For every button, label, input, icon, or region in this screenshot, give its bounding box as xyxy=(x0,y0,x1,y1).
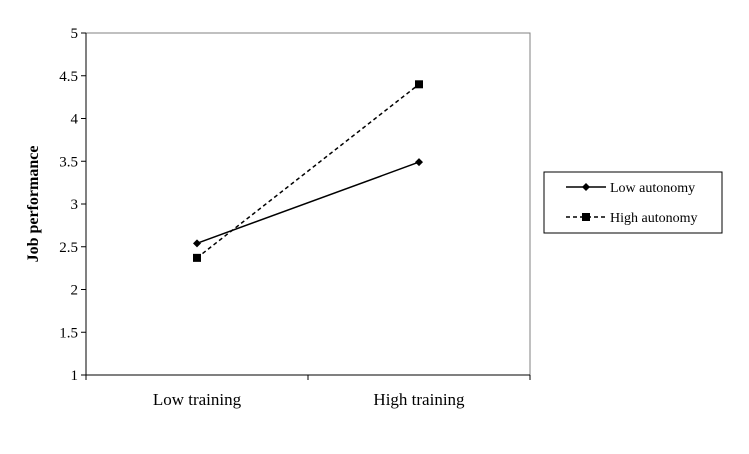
y-axis-label: Job performance xyxy=(25,146,42,263)
series-line xyxy=(196,83,420,259)
square-marker xyxy=(193,253,201,262)
y-tick-label: 1 xyxy=(71,368,79,384)
y-tick-label: 3 xyxy=(71,197,79,213)
diamond-marker xyxy=(193,239,201,248)
y-tick-label: 3.5 xyxy=(59,154,78,170)
legend-label: High autonomy xyxy=(610,211,698,226)
y-tick-label: 5 xyxy=(71,26,79,42)
diamond-marker xyxy=(415,158,423,167)
x-category-label: High training xyxy=(373,390,465,409)
series-high-autonomy xyxy=(193,80,423,262)
y-tick-label: 2.5 xyxy=(59,240,78,256)
x-category-label: Low training xyxy=(153,390,242,409)
square-marker xyxy=(415,80,423,89)
series-line xyxy=(196,161,420,245)
series-low-autonomy xyxy=(193,158,423,248)
y-tick-label: 4.5 xyxy=(59,69,78,85)
square-marker xyxy=(582,213,590,221)
plot-area xyxy=(85,32,531,376)
legend-label: Low autonomy xyxy=(610,181,695,196)
x-axis: Low training High training xyxy=(85,374,531,409)
y-axis: 1 1.5 2 2.5 3 3.5 4 4.5 5 xyxy=(59,26,87,384)
y-tick-label: 1.5 xyxy=(59,325,78,341)
legend: Low autonomy High autonomy xyxy=(543,171,723,234)
legend-entry: High autonomy xyxy=(566,211,698,226)
y-tick-label: 4 xyxy=(71,112,79,128)
y-tick-label: 2 xyxy=(71,283,79,299)
legend-box xyxy=(543,171,723,234)
diamond-marker xyxy=(582,183,590,191)
legend-entry: Low autonomy xyxy=(566,181,695,196)
series-layer xyxy=(193,80,423,262)
